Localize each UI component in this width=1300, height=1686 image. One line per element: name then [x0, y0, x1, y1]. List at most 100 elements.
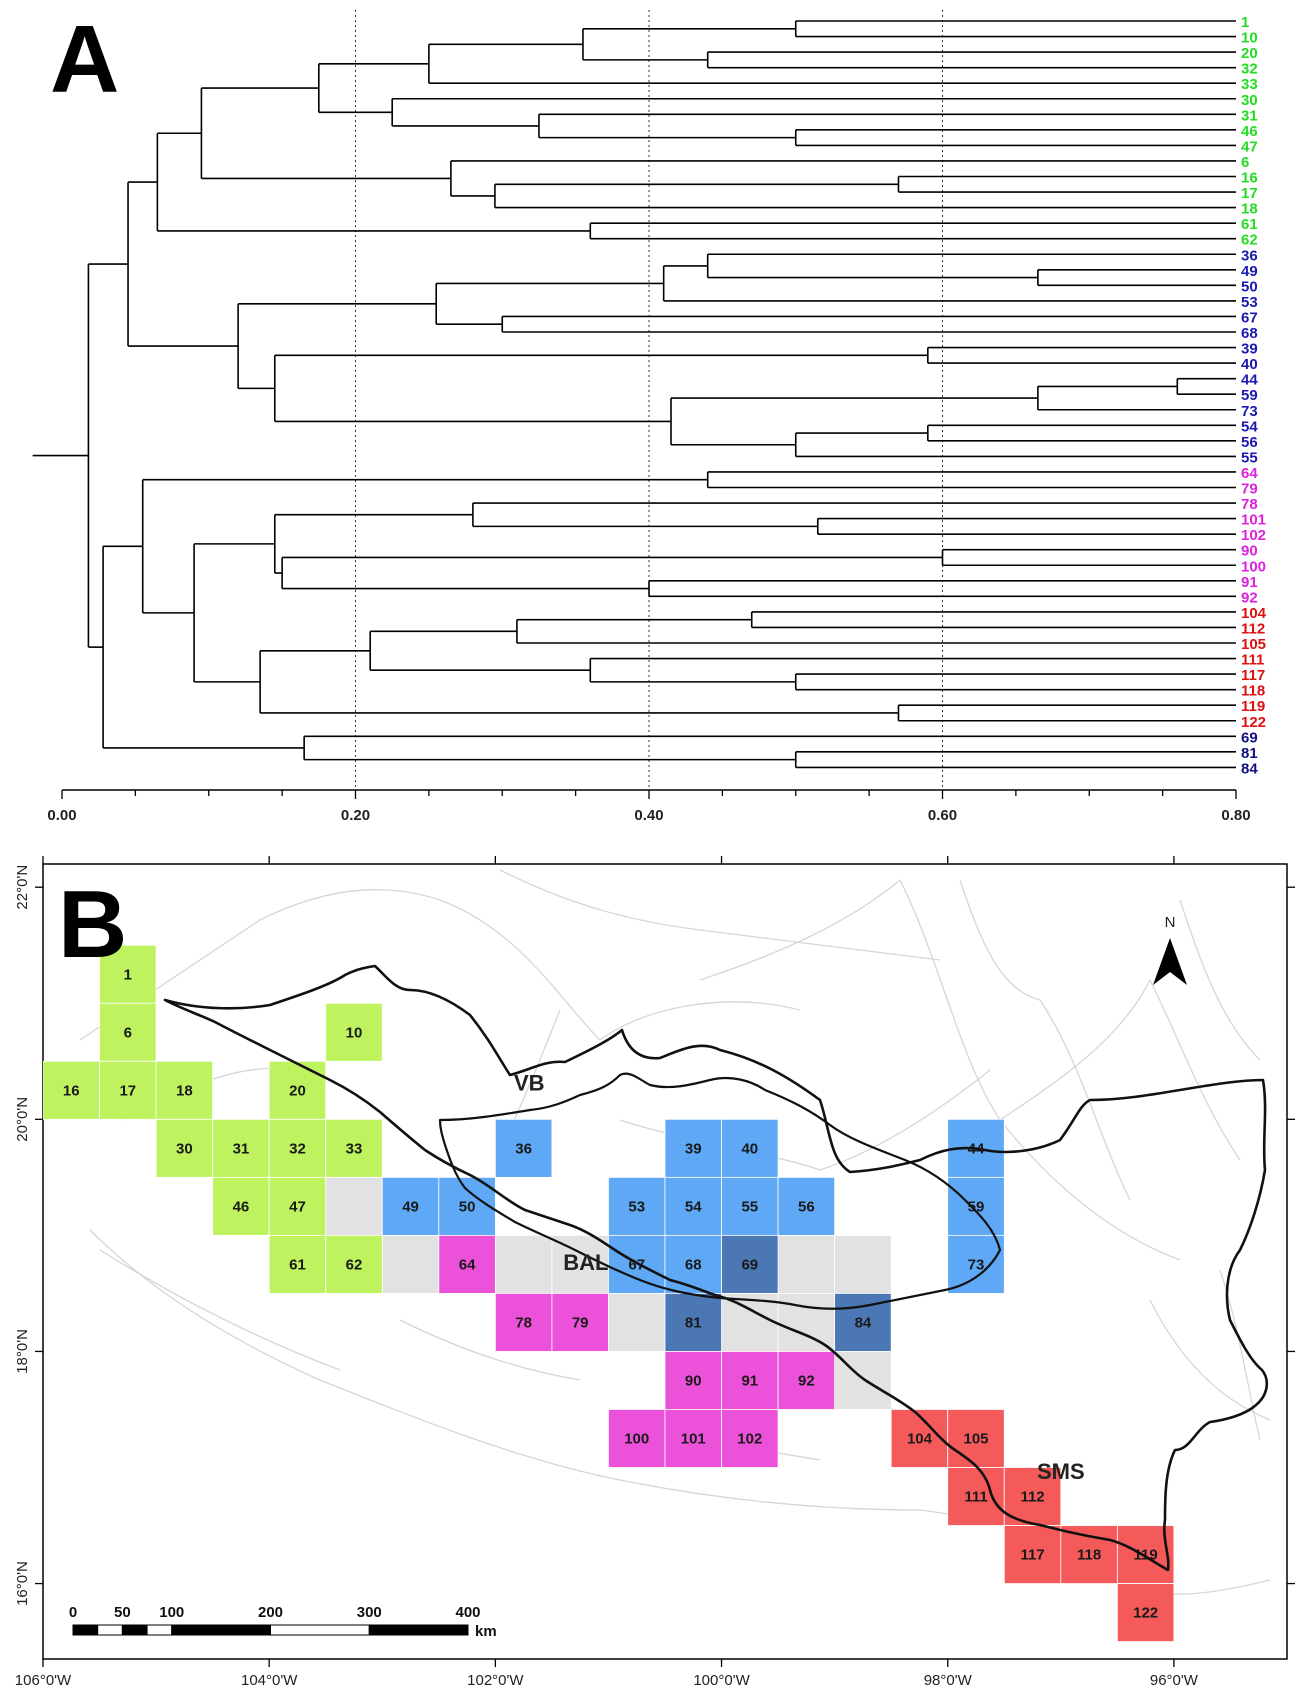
grid-cell-label: 59: [968, 1198, 985, 1215]
leaf-label: 68: [1241, 325, 1258, 342]
grid-cell-label: 101: [681, 1430, 706, 1447]
leaf-label: 92: [1241, 589, 1258, 606]
grid-cell: [947, 1234, 1005, 1294]
grid-cell-label: 102: [737, 1430, 762, 1447]
north-arrow-icon: [1153, 938, 1187, 985]
dotted-reference-lines: [355, 10, 943, 790]
leaf-label: 30: [1241, 92, 1258, 109]
grid-cell-label: 105: [963, 1430, 988, 1447]
leaf-label: 54: [1241, 418, 1258, 435]
leaf-label: 36: [1241, 247, 1258, 264]
gray-cell: [834, 1234, 892, 1294]
grid-cell-label: 20: [289, 1082, 306, 1099]
grid-cell: [155, 1060, 214, 1120]
dendrogram-tree: [32, 20, 1236, 769]
grid-cell-label: 36: [515, 1140, 532, 1157]
gray-cell: [381, 1234, 440, 1294]
gray-cell: [551, 1234, 609, 1294]
scale-segment: [171, 1624, 271, 1636]
grid-cell: [268, 1118, 327, 1178]
leaf-label: 122: [1241, 714, 1266, 731]
grid-cell: [325, 1118, 383, 1178]
distance-axis: 0.00 0.20 0.40 0.60 0.80: [47, 789, 1251, 824]
grid-cell-label: 1: [124, 966, 132, 983]
lon-label: 96°0'W: [1150, 1672, 1199, 1686]
grid-cell: [494, 1293, 553, 1352]
axis-tick-label: 0.60: [928, 807, 957, 824]
axis-ticks: 0.00 0.20 0.40 0.60 0.80: [47, 790, 1251, 824]
leaf-label: 32: [1241, 61, 1258, 78]
grid-cell-label: 117: [1020, 1547, 1044, 1564]
scale-segment: [72, 1624, 99, 1636]
grid-cell: [494, 1118, 553, 1178]
scale-label: 0: [69, 1604, 77, 1621]
grid-cell-label: 81: [685, 1314, 702, 1331]
leaf-label: 47: [1241, 138, 1258, 155]
lon-label: 100°0'W: [693, 1672, 750, 1686]
scale-label: 200: [258, 1604, 283, 1621]
grid-cell: [608, 1234, 666, 1294]
grid-cell-label: 118: [1077, 1547, 1101, 1564]
lon-label: 106°0'W: [15, 1672, 72, 1686]
leaf-label: 39: [1241, 341, 1258, 358]
panel-b-letter: B: [58, 871, 127, 978]
grid-cell-label: 92: [798, 1372, 815, 1389]
axis-tick-label: 0.80: [1221, 807, 1250, 824]
grid-cell: [777, 1351, 836, 1410]
grid-cell: [381, 1176, 440, 1236]
leaf-label: 81: [1241, 745, 1258, 762]
grid-cell-label: 54: [685, 1198, 702, 1215]
leaf-label: 53: [1241, 294, 1258, 311]
leaf-label: 117: [1241, 667, 1265, 684]
lat-label: 16°0'N: [14, 1561, 31, 1606]
grid-cell-label: 104: [907, 1430, 933, 1447]
grid-cell: [155, 1118, 214, 1178]
lat-label: 20°0'N: [14, 1097, 31, 1142]
dendrogram-panel: A 11020323330314647616171861623649505367…: [32, 6, 1267, 824]
leaf-label: 104: [1241, 605, 1267, 622]
grid-cell-label: 111: [964, 1489, 987, 1506]
lon-label: 102°0'W: [467, 1672, 524, 1686]
scale-unit: km: [475, 1623, 497, 1640]
grid-cell-label: 100: [624, 1430, 649, 1447]
grid-cell-label: 84: [855, 1314, 872, 1331]
grid-cell-label: 50: [459, 1198, 476, 1215]
grid-cell-label: 18: [176, 1082, 193, 1099]
north-arrow: N: [1153, 914, 1187, 985]
leaf-label: 49: [1241, 263, 1258, 280]
grid-cell-label: 62: [346, 1256, 363, 1273]
leaf-label: 111: [1241, 652, 1264, 669]
leaf-label: 1: [1241, 14, 1249, 31]
gray-cells: [325, 1176, 892, 1410]
grid-cell: [947, 1467, 1005, 1526]
north-label: N: [1165, 914, 1176, 931]
grid-cell: [721, 1234, 779, 1294]
leaf-label: 50: [1241, 278, 1258, 295]
grid-cell-label: 64: [459, 1256, 476, 1273]
grid-cell: [664, 1293, 722, 1352]
grid-cell-label: 53: [628, 1198, 645, 1215]
grid-cell-label: 31: [233, 1140, 250, 1157]
leaf-label: 112: [1241, 620, 1265, 637]
grid-cell: [664, 1118, 722, 1178]
gray-cell: [777, 1293, 836, 1352]
grid-cell-label: 56: [798, 1198, 815, 1215]
leaf-label: 73: [1241, 403, 1258, 420]
grid-cell: [1003, 1525, 1062, 1584]
leaf-label: 16: [1241, 170, 1258, 187]
leaf-label: 59: [1241, 387, 1258, 404]
leaf-label: 100: [1241, 558, 1266, 575]
leaf-label: 6: [1241, 154, 1249, 171]
axis-tick-label: 0.20: [341, 807, 370, 824]
grid-cell: [212, 1118, 270, 1178]
leaf-label: 33: [1241, 76, 1258, 93]
leaf-label: 119: [1241, 698, 1265, 715]
grid-cell: [325, 1002, 383, 1062]
leaf-label: 84: [1241, 760, 1258, 777]
axis-tick-label: 0.40: [634, 807, 663, 824]
panel-a-letter: A: [50, 6, 119, 113]
scale-label: 100: [159, 1604, 184, 1621]
